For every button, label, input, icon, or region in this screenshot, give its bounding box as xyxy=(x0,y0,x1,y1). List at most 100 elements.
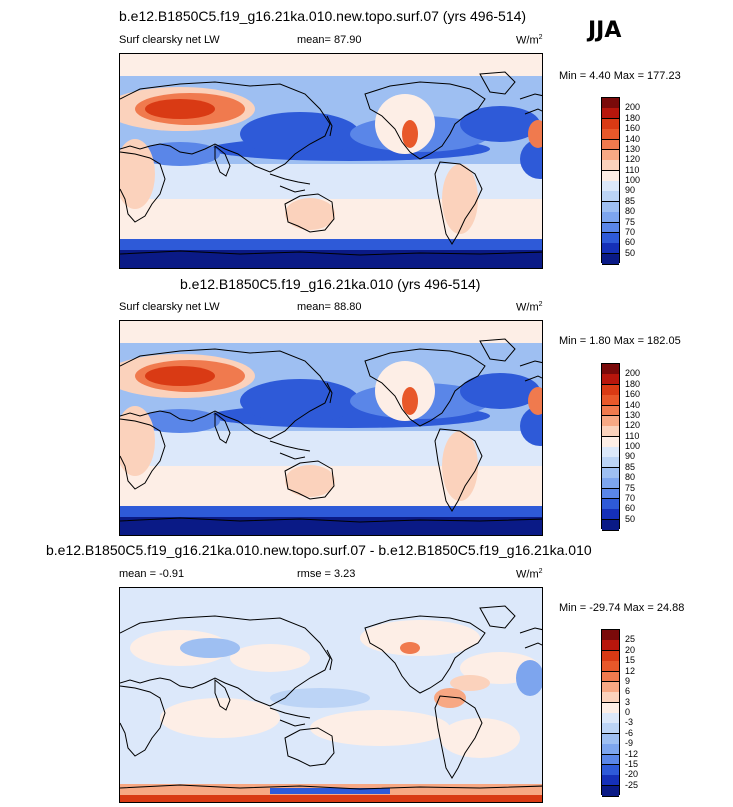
colorbar-tick-label: 90 xyxy=(625,185,636,196)
colorbar-swatch xyxy=(602,139,619,151)
colorbar-swatch xyxy=(602,457,619,469)
colorbar-swatch xyxy=(602,149,619,161)
colorbar-tick-label: 20 xyxy=(625,644,636,655)
colorbar-swatch xyxy=(602,764,619,776)
panel-3-mean: mean = -0.91 xyxy=(119,568,184,580)
colorbar-tick-label: 90 xyxy=(625,451,636,462)
colorbar-tick-label: 160 xyxy=(625,123,641,134)
colorbar-swatch xyxy=(602,395,619,406)
panel-2-variable: Surf clearsky net LW xyxy=(119,301,220,313)
colorbar-swatch xyxy=(602,405,619,417)
colorbar-tick-label: 0 xyxy=(625,707,631,717)
colorbar-swatch xyxy=(602,785,619,797)
colorbar-swatch xyxy=(602,436,619,448)
colorbar-tick-label: 120 xyxy=(625,420,641,431)
panel-2-units: W/m2 xyxy=(516,301,543,314)
colorbar-tick-label: 6 xyxy=(625,686,631,697)
panel-2-title: b.e12.B1850C5.f19_g16.21ka.010 (yrs 496-… xyxy=(180,276,481,292)
colorbar-swatch xyxy=(602,447,619,458)
colorbar-swatch xyxy=(602,160,619,172)
panel-3-mean-label: mean = xyxy=(119,568,156,580)
colorbar-swatch xyxy=(602,744,619,755)
colorbar-swatch xyxy=(602,478,619,489)
panel-2-colorbar xyxy=(601,363,620,531)
colorbar-swatch xyxy=(602,630,619,641)
panel-1-units: W/m2 xyxy=(516,34,543,47)
colorbar-swatch xyxy=(602,775,619,787)
colorbar-tick-label: 110 xyxy=(625,430,640,441)
panel-2-mean-label: mean= xyxy=(297,301,331,313)
colorbar-tick-label: 25 xyxy=(625,634,636,645)
panel-1-colorbar xyxy=(601,97,620,265)
panel-2-map xyxy=(119,320,543,536)
colorbar-tick-label: 70 xyxy=(625,226,636,237)
panel-2-mean: mean= 88.80 xyxy=(297,301,362,313)
panel-1-variable: Surf clearsky net LW xyxy=(119,34,220,46)
panel-3-rmse-label: rmse = xyxy=(297,568,331,580)
colorbar-swatch xyxy=(602,243,619,255)
panel-3-colorbar xyxy=(601,629,620,797)
panel-2-mean-value: 88.80 xyxy=(334,301,362,313)
colorbar-swatch xyxy=(602,661,619,672)
colorbar-swatch xyxy=(602,640,619,652)
panel-3-rmse-value: 3.23 xyxy=(334,568,356,580)
colorbar-tick-label: -3 xyxy=(625,717,634,728)
colorbar-swatch xyxy=(602,232,619,244)
colorbar-tick-label: 110 xyxy=(625,164,640,175)
colorbar-tick-label: -6 xyxy=(625,727,634,738)
colorbar-tick-label: -9 xyxy=(625,738,634,749)
colorbar-tick-label: -15 xyxy=(625,758,639,769)
colorbar-tick-label: 130 xyxy=(625,143,641,154)
colorbar-swatch xyxy=(602,201,619,213)
panel-1-title: b.e12.B1850C5.f19_g16.21ka.010.new.topo.… xyxy=(119,8,527,24)
colorbar-swatch xyxy=(602,509,619,521)
colorbar-tick-label: 85 xyxy=(625,461,636,472)
panel-1-minmax: Min = 4.40 Max = 177.23 xyxy=(559,70,681,82)
colorbar-swatch xyxy=(602,754,619,766)
panel-3-units: W/m2 xyxy=(516,568,543,581)
colorbar-swatch xyxy=(602,253,619,265)
colorbar-tick-label: 75 xyxy=(625,482,636,493)
colorbar-swatch xyxy=(602,118,619,130)
colorbar-tick-label: 60 xyxy=(625,503,636,514)
colorbar-swatch xyxy=(602,129,619,140)
colorbar-swatch xyxy=(602,426,619,438)
colorbar-tick-label: 3 xyxy=(625,696,631,707)
colorbar-swatch xyxy=(602,733,619,745)
colorbar-tick-label: -20 xyxy=(625,769,639,780)
colorbar-swatch xyxy=(602,98,619,109)
colorbar-swatch xyxy=(602,415,619,427)
colorbar-swatch xyxy=(602,181,619,192)
panel-3-mean-value: -0.91 xyxy=(159,568,185,580)
colorbar-swatch xyxy=(602,488,619,500)
panel-2-minmax: Min = 1.80 Max = 182.05 xyxy=(559,335,681,347)
colorbar-swatch xyxy=(602,692,619,704)
colorbar-tick-label: 85 xyxy=(625,195,636,206)
colorbar-tick-label: 50 xyxy=(625,247,636,258)
colorbar-tick-label: 180 xyxy=(625,112,641,123)
colorbar-swatch xyxy=(602,222,619,234)
colorbar-tick-label: 100 xyxy=(625,175,641,185)
panel-3-title: b.e12.B1850C5.f19_g16.21ka.010.new.topo.… xyxy=(46,542,592,558)
panel-3-minmax: Min = -29.74 Max = 24.88 xyxy=(559,602,685,614)
colorbar-tick-label: 50 xyxy=(625,513,636,524)
panel-3-rmse: rmse = 3.23 xyxy=(297,568,355,580)
colorbar-tick-label: 75 xyxy=(625,216,636,227)
colorbar-swatch xyxy=(602,108,619,120)
colorbar-tick-label: 200 xyxy=(625,368,641,379)
colorbar-tick-label: 140 xyxy=(625,133,641,144)
season-label: JJA xyxy=(588,18,622,43)
colorbar-tick-label: 100 xyxy=(625,441,641,451)
colorbar-tick-label: 15 xyxy=(625,655,636,666)
panel-1-mean-label: mean= xyxy=(297,34,331,46)
colorbar-tick-label: 70 xyxy=(625,492,636,503)
colorbar-swatch xyxy=(602,212,619,223)
colorbar-tick-label: 200 xyxy=(625,102,641,113)
colorbar-swatch xyxy=(602,498,619,510)
colorbar-tick-label: 9 xyxy=(625,675,631,686)
panel-3-map xyxy=(119,587,543,803)
colorbar-swatch xyxy=(602,519,619,531)
colorbar-swatch xyxy=(602,671,619,683)
colorbar-tick-label: 130 xyxy=(625,409,641,420)
panel-1-mean: mean= 87.90 xyxy=(297,34,362,46)
